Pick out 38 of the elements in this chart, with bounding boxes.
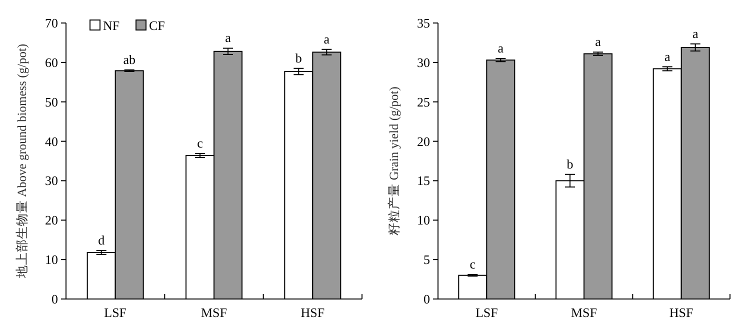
annotation: ab [123, 52, 136, 67]
annotation: a [692, 26, 698, 41]
y-tick-label: 50 [45, 94, 58, 110]
annotation: c [470, 256, 476, 272]
y-tick-label: 70 [45, 16, 58, 30]
y-tick-label: 10 [45, 252, 58, 268]
annotation: b [566, 156, 574, 172]
x-tick-label: HSF [669, 305, 694, 320]
annotation: a [664, 48, 670, 64]
y-tick-label: 20 [45, 212, 58, 228]
y-tick-label: 15 [417, 173, 430, 188]
y-tick-label: 10 [417, 212, 430, 228]
x-tick-label: LSF [104, 305, 127, 320]
annotation: b [295, 50, 302, 66]
x-tick-label: MSF [570, 305, 598, 320]
y-tick-label: 0 [424, 292, 430, 306]
annotation: c [197, 136, 204, 151]
y-tick-label: 25 [417, 94, 430, 110]
legend-label: NF [103, 18, 120, 33]
y-tick-label: 30 [45, 173, 58, 188]
x-tick-label: LSF [475, 305, 498, 320]
annotation: a [498, 40, 504, 56]
y-axis-title: 籽粒产量 Grain yield (g/pot) [387, 86, 401, 236]
x-tick-label: HSF [300, 305, 325, 320]
y-tick-label: 60 [45, 54, 58, 70]
y-axis-title: 地上部生物量 Above ground biomess (g/pot) [15, 44, 29, 280]
y-tick-label: 5 [424, 252, 430, 268]
annotation: a [324, 31, 330, 46]
y-tick-label: 35 [417, 16, 430, 30]
legend-label: CF [149, 18, 165, 33]
y-tick-label: 40 [45, 134, 58, 149]
y-tick-label: 30 [417, 54, 430, 70]
annotation: d [98, 232, 106, 248]
y-tick-label: 20 [417, 134, 430, 149]
annotation: a [225, 30, 232, 46]
y-tick-label: 0 [52, 292, 58, 306]
x-tick-label: MSF [200, 305, 228, 320]
annotation: a [595, 34, 602, 50]
